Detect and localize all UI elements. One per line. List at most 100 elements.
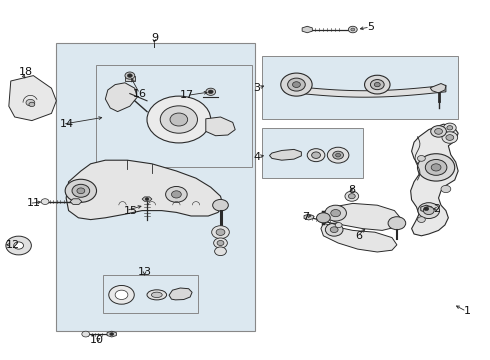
Circle shape xyxy=(109,285,134,304)
Circle shape xyxy=(41,199,49,204)
Text: 4: 4 xyxy=(253,152,261,162)
Text: 8: 8 xyxy=(348,185,355,195)
Circle shape xyxy=(14,242,24,249)
Circle shape xyxy=(365,75,390,94)
Circle shape xyxy=(447,126,453,130)
Text: 14: 14 xyxy=(60,119,74,129)
Bar xyxy=(262,128,363,178)
Circle shape xyxy=(443,123,456,132)
Circle shape xyxy=(330,227,338,233)
Circle shape xyxy=(446,135,454,140)
Circle shape xyxy=(425,159,447,175)
Circle shape xyxy=(317,213,330,223)
Circle shape xyxy=(331,210,341,217)
Ellipse shape xyxy=(151,292,162,297)
Circle shape xyxy=(147,96,211,143)
Text: 12: 12 xyxy=(5,240,20,250)
Polygon shape xyxy=(9,76,56,121)
Circle shape xyxy=(208,90,213,94)
Bar xyxy=(103,275,198,313)
Circle shape xyxy=(166,186,187,202)
Circle shape xyxy=(82,331,90,337)
Circle shape xyxy=(423,207,434,215)
Circle shape xyxy=(145,198,149,201)
Polygon shape xyxy=(270,149,301,160)
Circle shape xyxy=(388,217,406,230)
Polygon shape xyxy=(70,199,82,204)
Circle shape xyxy=(348,26,357,33)
Text: 9: 9 xyxy=(151,33,158,43)
Bar xyxy=(96,65,252,167)
Circle shape xyxy=(325,205,346,221)
Circle shape xyxy=(370,80,384,90)
Bar xyxy=(56,43,255,331)
Circle shape xyxy=(214,238,227,248)
Circle shape xyxy=(417,156,425,161)
Circle shape xyxy=(216,229,225,235)
Circle shape xyxy=(442,132,458,143)
Circle shape xyxy=(417,217,425,222)
Text: 18: 18 xyxy=(19,67,33,77)
Circle shape xyxy=(170,113,188,126)
Text: 10: 10 xyxy=(90,335,104,345)
Circle shape xyxy=(72,184,90,197)
Polygon shape xyxy=(323,203,402,230)
Polygon shape xyxy=(430,84,446,93)
Text: 3: 3 xyxy=(254,83,261,93)
Polygon shape xyxy=(169,288,192,300)
Circle shape xyxy=(6,236,31,255)
Polygon shape xyxy=(302,26,312,33)
Circle shape xyxy=(424,207,429,211)
Circle shape xyxy=(215,247,226,256)
Circle shape xyxy=(281,73,312,96)
Circle shape xyxy=(288,78,305,91)
Circle shape xyxy=(172,191,181,198)
Circle shape xyxy=(213,199,228,211)
Circle shape xyxy=(431,164,441,171)
Polygon shape xyxy=(206,117,235,136)
Polygon shape xyxy=(107,331,117,337)
Circle shape xyxy=(293,82,300,87)
Circle shape xyxy=(65,179,97,202)
Polygon shape xyxy=(142,197,152,201)
Circle shape xyxy=(348,194,355,199)
Text: 7: 7 xyxy=(302,212,310,222)
Circle shape xyxy=(29,102,35,107)
Polygon shape xyxy=(411,124,458,236)
Circle shape xyxy=(335,222,342,228)
Text: 2: 2 xyxy=(433,204,440,214)
Text: 17: 17 xyxy=(180,90,194,100)
Polygon shape xyxy=(304,214,314,220)
Bar xyxy=(262,56,458,119)
Circle shape xyxy=(110,333,114,336)
Polygon shape xyxy=(321,223,397,252)
Circle shape xyxy=(351,28,355,31)
Polygon shape xyxy=(284,85,446,97)
Circle shape xyxy=(327,147,349,163)
Circle shape xyxy=(431,126,446,137)
Circle shape xyxy=(374,82,380,87)
Text: 5: 5 xyxy=(368,22,374,32)
Text: 16: 16 xyxy=(133,89,147,99)
Circle shape xyxy=(312,152,320,158)
Circle shape xyxy=(417,154,455,181)
Circle shape xyxy=(127,74,132,77)
Circle shape xyxy=(77,188,85,194)
Text: 13: 13 xyxy=(138,267,151,277)
Circle shape xyxy=(418,203,440,219)
Circle shape xyxy=(115,290,128,300)
Text: 6: 6 xyxy=(355,231,362,241)
Circle shape xyxy=(206,88,216,95)
Text: 15: 15 xyxy=(123,206,138,216)
Polygon shape xyxy=(421,205,432,212)
Text: 1: 1 xyxy=(464,306,471,316)
Circle shape xyxy=(435,129,442,134)
Circle shape xyxy=(26,99,35,106)
Circle shape xyxy=(160,106,197,133)
Circle shape xyxy=(307,149,325,162)
Circle shape xyxy=(345,191,359,201)
Circle shape xyxy=(217,240,224,246)
Polygon shape xyxy=(66,160,223,220)
Circle shape xyxy=(212,226,229,239)
Circle shape xyxy=(336,153,341,157)
